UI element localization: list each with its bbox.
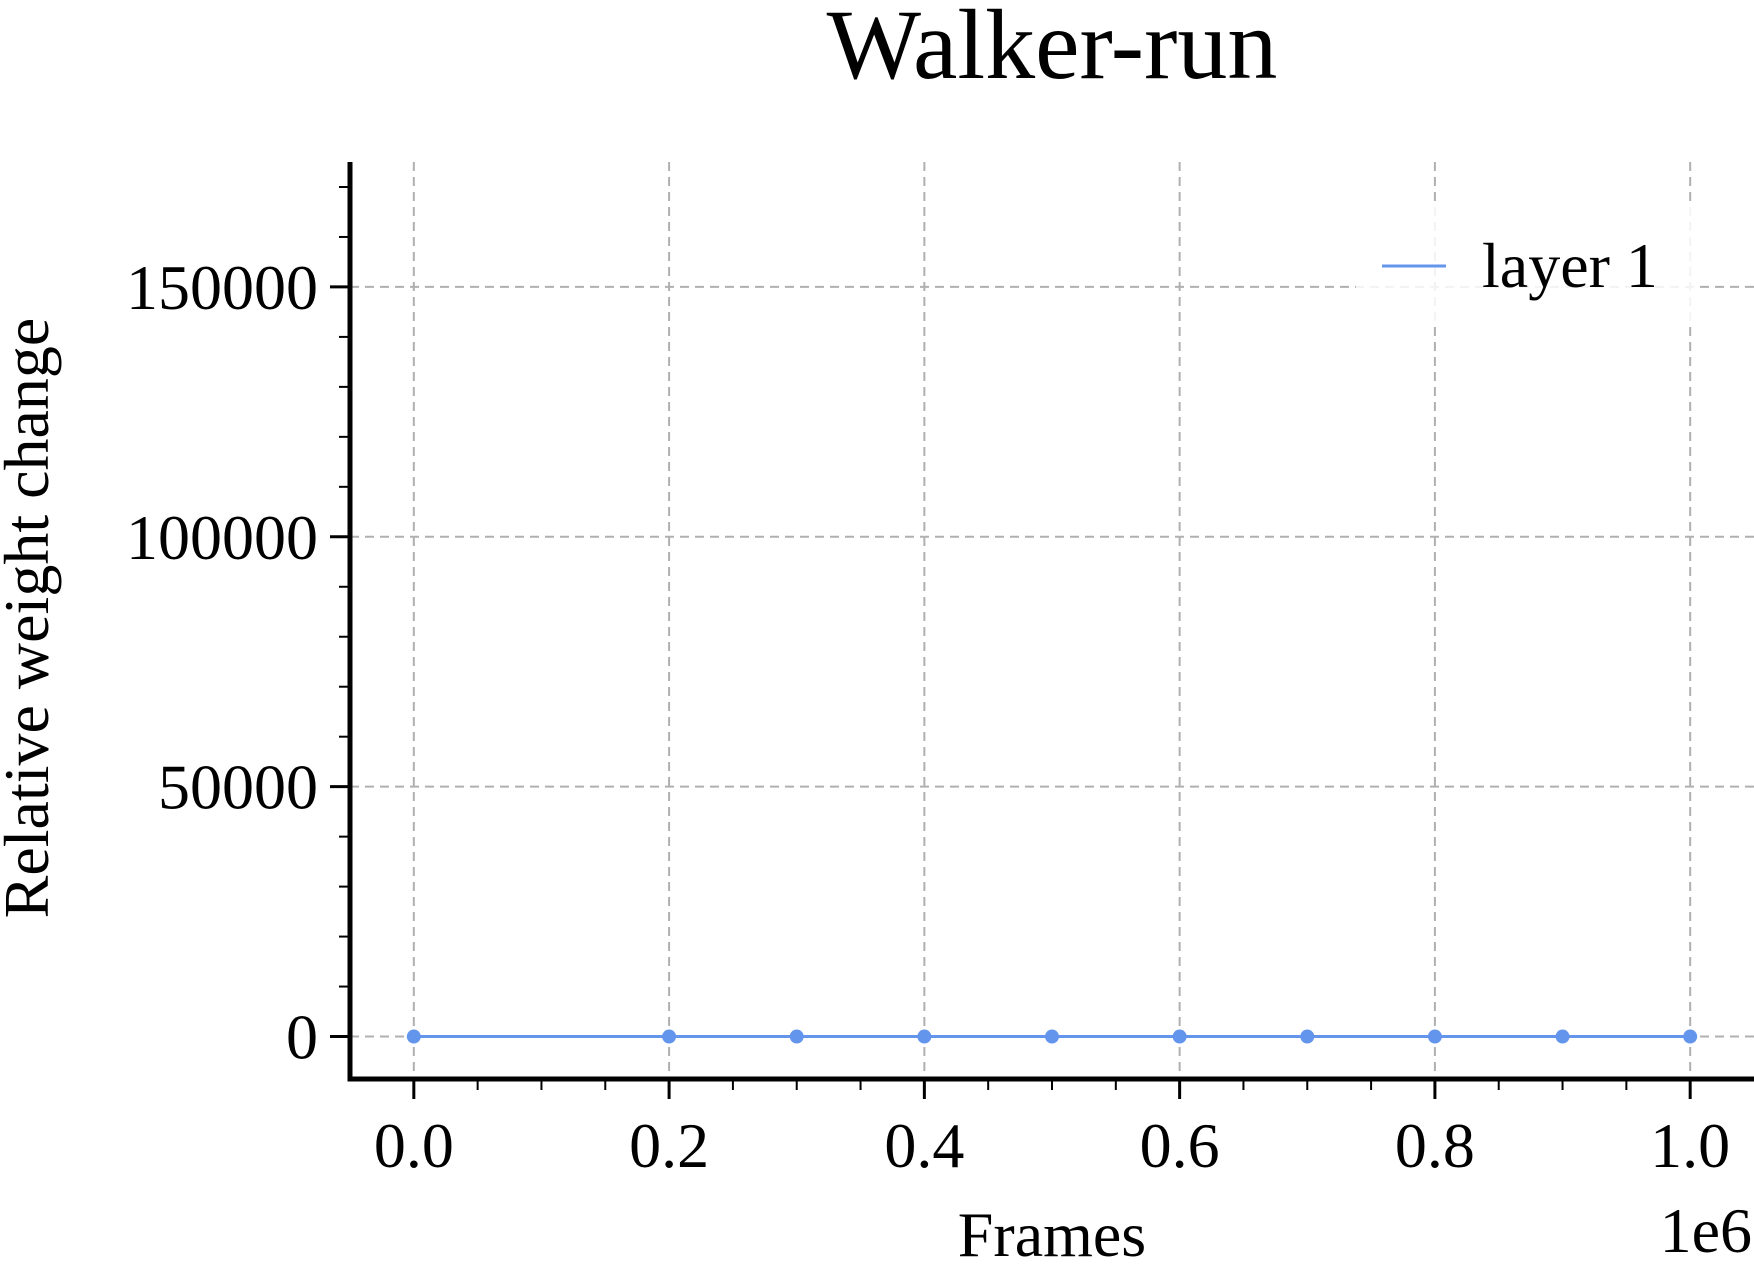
- y-tick-label: 0: [286, 1002, 318, 1073]
- x-tick-label: 0.8: [1395, 1110, 1475, 1181]
- x-axis-offset-label: 1e6: [1660, 1195, 1752, 1266]
- data-point: [1555, 1029, 1570, 1044]
- legend-label: layer 1: [1482, 230, 1658, 301]
- data-point: [1300, 1029, 1315, 1044]
- data-point: [662, 1029, 677, 1044]
- chart-title: Walker-run: [827, 0, 1278, 100]
- y-tick-label: 150000: [126, 252, 318, 323]
- data-point: [1172, 1029, 1187, 1044]
- x-tick-label: 0.4: [884, 1110, 964, 1181]
- series-layer: [406, 1029, 1698, 1044]
- data-point: [1427, 1029, 1442, 1044]
- data-point: [406, 1029, 421, 1044]
- data-point: [789, 1029, 804, 1044]
- x-tick-label: 0.2: [629, 1110, 709, 1181]
- data-point: [1045, 1029, 1059, 1044]
- x-tick-label: 1.0: [1650, 1110, 1730, 1181]
- y-tick-label: 50000: [158, 752, 318, 823]
- ticks: 0.0 0.2 0.4 0.6 0.8 1.0 0 50000 100000 150000: [126, 185, 1730, 1181]
- data-point: [1683, 1029, 1698, 1044]
- x-tick-label: 0.0: [374, 1110, 454, 1181]
- x-tick-label: 0.6: [1140, 1110, 1220, 1181]
- axes: [347, 162, 1754, 1082]
- x-axis-label: Frames: [958, 1199, 1146, 1270]
- data-point: [917, 1029, 932, 1044]
- y-axis-label: Relative weight change: [0, 318, 62, 919]
- legend: layer 1: [1356, 206, 1696, 324]
- y-tick-label: 100000: [126, 502, 318, 573]
